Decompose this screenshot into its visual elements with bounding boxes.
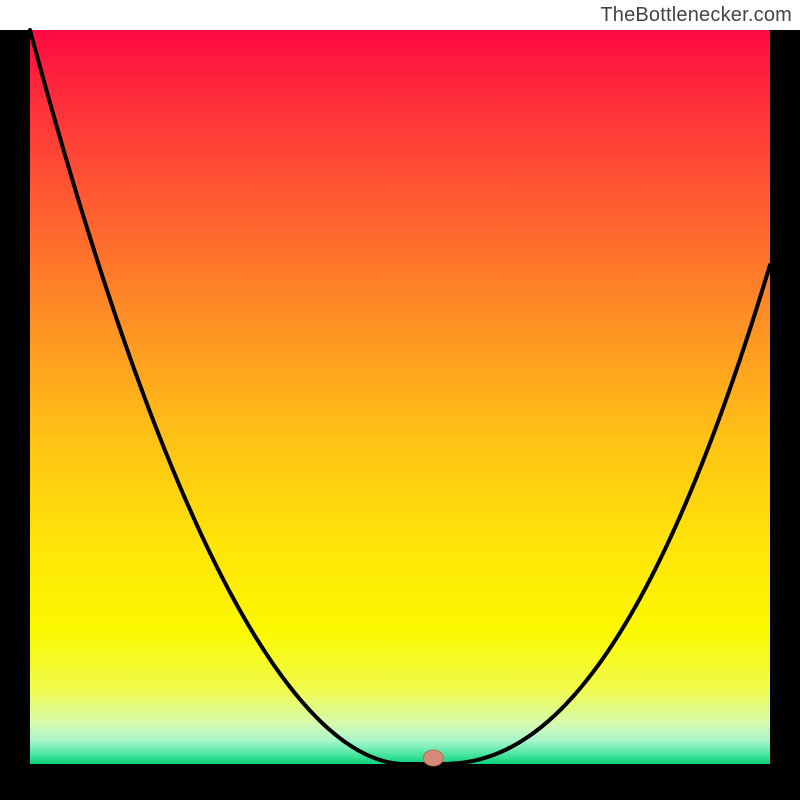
gradient-background [30, 30, 770, 764]
frame-left [0, 30, 30, 790]
bottleneck-chart [0, 0, 800, 800]
chart-container: TheBottlenecker.com [0, 0, 800, 800]
optimal-point-marker [423, 750, 443, 766]
watermark-label: TheBottlenecker.com [600, 4, 792, 27]
frame-right [770, 30, 800, 790]
frame-bottom [0, 764, 800, 800]
